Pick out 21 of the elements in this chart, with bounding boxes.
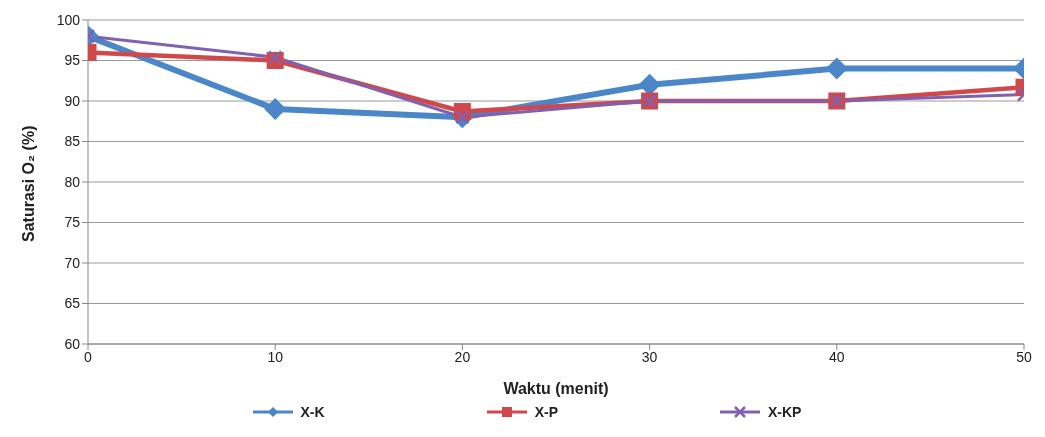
x-tick-label: 30 [641,348,658,365]
y-tick-label: 90 [64,92,81,109]
legend-label: X-K [300,404,325,420]
y-tick-label: 80 [64,173,81,190]
x-axis-title: Waktu (menit) [503,380,609,397]
x-tick-label: 10 [267,348,284,365]
x-tick-label: 20 [454,348,471,365]
y-tick-label: 75 [64,214,81,231]
y-tick-label: 70 [64,254,81,271]
x-tick-label: 40 [829,348,845,365]
y-tick-label: 85 [64,133,81,150]
x-tick-label: 50 [1016,348,1032,365]
y-axis-title: Saturasi O₂ (%) [19,125,37,242]
x-tick-label: 0 [84,348,93,365]
y-tick-label: 100 [56,11,81,28]
legend-label: X-KP [768,404,802,420]
legend-label: X-P [534,404,558,420]
y-tick-label: 95 [64,52,81,69]
y-tick-label: 60 [64,335,81,352]
point [638,73,661,96]
y-tick-label: 65 [64,295,81,312]
